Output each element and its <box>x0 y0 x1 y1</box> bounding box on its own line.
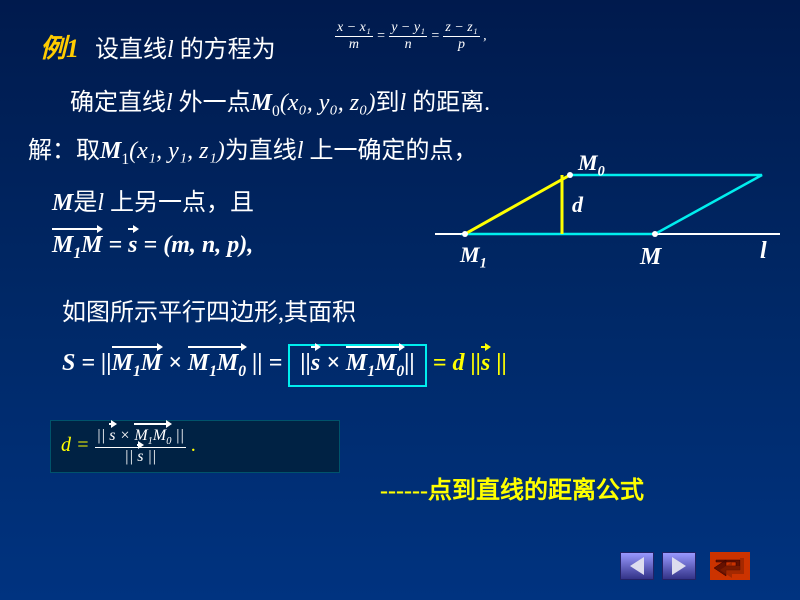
diagram-label-m: M <box>640 244 661 271</box>
return-button[interactable] <box>710 552 750 580</box>
boxed-formula: ||s × M1M0|| <box>288 344 426 387</box>
next-button[interactable] <box>662 552 696 580</box>
prev-button[interactable] <box>620 552 654 580</box>
diagram-label-m1: M1 <box>460 242 487 272</box>
triangle-right-icon <box>672 557 686 575</box>
area-equation: S = ||M1M × M1M0 || = ||s × M1M0|| = d |… <box>62 344 507 387</box>
formula-name: ------点到直线的距离公式 <box>380 470 644 505</box>
return-arrow-icon <box>710 552 750 580</box>
diagram-label-m0: M0 <box>578 150 605 180</box>
distance-formula: d = || s × M1M0 || || s || . <box>50 420 340 473</box>
triangle-left-icon <box>630 557 644 575</box>
diagram-label-d: d <box>572 192 583 218</box>
diagram-label-l: l <box>760 238 767 265</box>
parallelogram-diagram <box>0 0 800 300</box>
